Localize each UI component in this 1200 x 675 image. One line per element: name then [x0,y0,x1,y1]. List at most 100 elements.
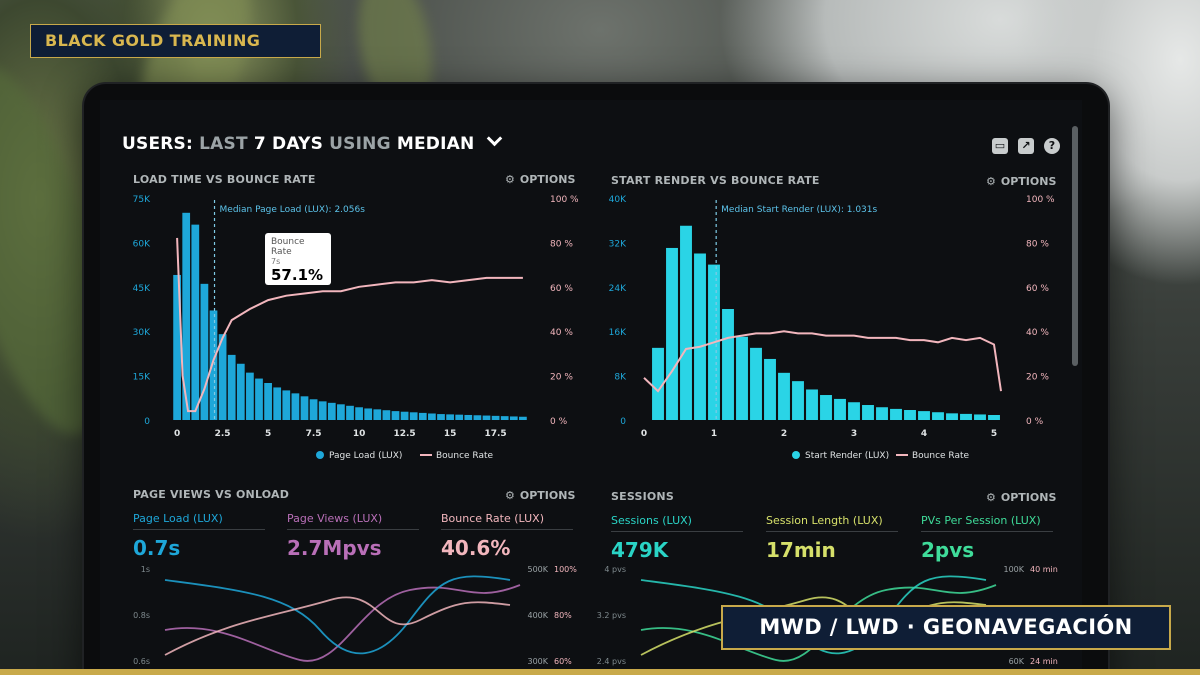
title-using: USING [329,134,391,154]
y-tick-label: 2.4 pvs [597,657,626,666]
help-icon[interactable]: ? [1044,138,1060,154]
y2-tick-label: 300K [527,657,548,666]
x-tick-label: 15 [444,429,457,439]
share-icon[interactable]: ↗ [1018,138,1034,154]
y-tick-label: 40K [609,195,627,205]
chevron-down-icon[interactable] [486,130,502,147]
options-label: OPTIONS [519,489,576,502]
laptop-screen: USERS: LAST 7 DAYS USING MEDIAN ▭ ↗ ? LO… [100,100,1082,675]
options-label: OPTIONS [1000,175,1057,188]
x-tick-label: 5 [991,429,997,439]
metric-value: 2.7Mpvs [287,536,382,560]
options-button-load-time[interactable]: ⚙ OPTIONS [505,173,575,186]
y3-tick-label: 60% [554,657,572,666]
y2-tick-label: 100 % [1026,195,1055,205]
trend-line [640,575,987,655]
metric-label: Page Views (LUX) [287,512,419,530]
metric-page-load[interactable]: Page Load (LUX) 0.7s [133,512,265,560]
bar [890,408,902,420]
scrollbar[interactable] [1072,126,1078,366]
metric-label: Bounce Rate (LUX) [441,512,573,530]
bar [694,253,706,420]
bar [680,225,692,420]
bar [500,416,509,420]
y3-tick-label: 80% [554,611,572,620]
bar [209,310,218,420]
bar [218,334,227,420]
options-button-start-render[interactable]: ⚙ OPTIONS [986,175,1056,188]
bounce-rate-tooltip: Bounce Rate 7s 57.1% [265,233,331,285]
y2-tick-label: 0 % [550,417,568,427]
monitor-icon[interactable]: ▭ [992,138,1008,154]
metric-value: 17min [766,538,836,562]
y-tick-label: 24K [609,284,627,294]
tooltip-sub: 7s [271,257,281,266]
metric-pvs-per-session[interactable]: PVs Per Session (LUX) 2pvs [921,514,1053,562]
x-tick-label: 4 [921,429,927,439]
metric-bounce-rate[interactable]: Bounce Rate (LUX) 40.6% [441,512,573,560]
bar [932,412,944,420]
bar [355,407,363,420]
bar [974,414,986,420]
y3-tick-label: 24 min [1030,657,1058,666]
bar [391,411,400,420]
metric-value: 2pvs [921,538,975,562]
panel-title-page-views: PAGE VIEWS VS ONLOAD [133,488,290,501]
x-tick-label: 0 [641,429,647,439]
y2-tick-label: 60 % [550,284,573,294]
y-tick-label: 3.2 pvs [597,611,626,620]
bar [200,283,209,420]
bar [191,224,200,420]
bar [373,409,382,420]
y-tick-label: 16K [609,328,627,338]
bar [264,383,272,420]
bar [182,212,191,420]
trend-line [164,575,511,655]
y3-tick-label: 40 min [1030,565,1058,574]
top-toolbar: ▭ ↗ ? [992,138,1060,154]
bar [291,393,300,420]
y-tick-label: 60K [133,239,151,249]
trend-line [164,584,521,662]
y3-tick-label: 100% [554,565,577,574]
bar [491,415,500,420]
tooltip-value: 57.1% [271,266,324,284]
bar [246,372,254,420]
dashboard-title[interactable]: USERS: LAST 7 DAYS USING MEDIAN [122,130,502,154]
y2-tick-label: 40 % [1026,328,1049,338]
y-tick-label: 32K [609,239,627,249]
bar [960,413,972,420]
legend-swatch-bars [792,451,800,459]
x-tick-label: 3 [851,429,857,439]
metric-label: Session Length (LUX) [766,514,898,532]
page-views-chart: 1s 0.8s 0.6s 500K 400K 300K 100% 80% 60% [133,565,577,666]
bounce-rate-line [643,330,1002,393]
options-button-page-views[interactable]: ⚙ OPTIONS [505,489,575,502]
bar [255,378,263,420]
y2-tick-label: 500K [527,565,548,574]
panel-title-start-render: START RENDER VS BOUNCE RATE [611,174,820,187]
metric-label: PVs Per Session (LUX) [921,514,1053,532]
metric-sessions[interactable]: Sessions (LUX) 479K [611,514,743,562]
bar [482,415,491,420]
metric-label: Page Load (LUX) [133,512,265,530]
bar [337,404,345,420]
x-tick-label: 2 [781,429,787,439]
bar [666,247,678,420]
y2-tick-label: 400K [527,611,548,620]
bar [428,413,436,420]
metric-value: 0.7s [133,536,181,560]
metric-session-length[interactable]: Session Length (LUX) 17min [766,514,898,562]
bar [806,389,818,420]
bar [327,402,336,420]
title-days: 7 DAYS [253,134,324,154]
options-button-sessions[interactable]: ⚙ OPTIONS [986,491,1056,504]
x-tick-label: 5 [265,429,271,439]
y2-tick-label: 20 % [550,373,573,383]
y-tick-label: 0 [144,417,150,427]
bar [509,416,518,420]
bar [473,415,482,420]
y2-tick-label: 80 % [550,239,573,249]
metric-page-views[interactable]: Page Views (LUX) 2.7Mpvs [287,512,419,560]
bar [318,401,327,420]
